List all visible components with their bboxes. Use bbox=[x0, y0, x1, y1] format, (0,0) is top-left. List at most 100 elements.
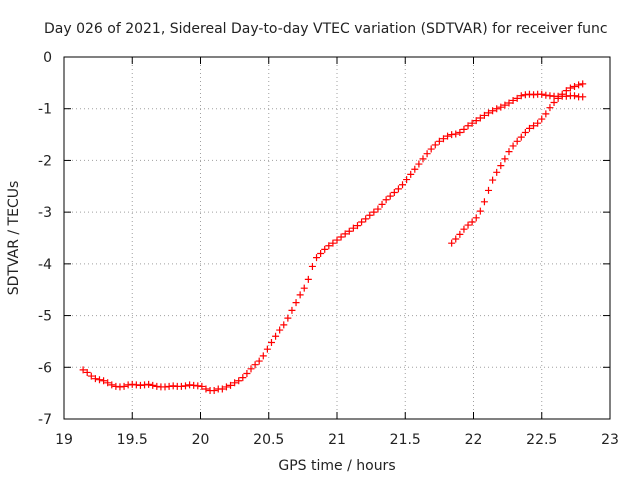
x-tick-label: 21 bbox=[328, 432, 346, 448]
data-point bbox=[497, 162, 505, 170]
data-point bbox=[83, 368, 91, 376]
data-point bbox=[579, 93, 587, 101]
data-point bbox=[276, 326, 284, 334]
data-point bbox=[366, 211, 374, 219]
data-point bbox=[218, 385, 226, 393]
data-point bbox=[493, 168, 501, 176]
data-point bbox=[439, 135, 447, 143]
data-point bbox=[415, 160, 423, 168]
data-point bbox=[255, 357, 263, 365]
data-point bbox=[337, 233, 345, 241]
plot-frame bbox=[63, 56, 611, 420]
data-point bbox=[558, 90, 566, 98]
data-point bbox=[435, 137, 443, 145]
data-point bbox=[87, 372, 95, 380]
data-point bbox=[427, 145, 435, 153]
data-point bbox=[300, 284, 308, 292]
data-point bbox=[525, 124, 533, 132]
data-point bbox=[231, 379, 239, 387]
data-point bbox=[374, 205, 382, 213]
data-point bbox=[521, 129, 529, 137]
data-point bbox=[362, 215, 370, 223]
data-point bbox=[313, 254, 321, 262]
data-point bbox=[243, 369, 251, 377]
data-point bbox=[222, 383, 230, 391]
data-point bbox=[501, 155, 509, 163]
data-point bbox=[505, 148, 513, 156]
data-point bbox=[403, 176, 411, 184]
y-tick-label: -4 bbox=[38, 257, 52, 273]
data-point bbox=[267, 338, 275, 346]
x-tick-label: 22.5 bbox=[526, 432, 557, 448]
data-point bbox=[308, 262, 316, 270]
data-point bbox=[509, 142, 517, 150]
y-tick-label: -2 bbox=[38, 153, 52, 169]
data-point bbox=[79, 366, 87, 374]
y-tick-label: 0 bbox=[43, 50, 52, 66]
data-point bbox=[382, 196, 390, 204]
series-0 bbox=[79, 90, 587, 395]
data-point bbox=[472, 117, 480, 125]
data-point bbox=[546, 104, 554, 112]
data-point bbox=[321, 245, 329, 253]
data-point bbox=[145, 380, 153, 388]
y-axis-label: SDTVAR / TECUs bbox=[6, 181, 22, 296]
y-tick-label: -3 bbox=[38, 205, 52, 221]
y-tick-label: -5 bbox=[38, 309, 52, 325]
data-point bbox=[431, 141, 439, 149]
data-point bbox=[423, 150, 431, 158]
data-point bbox=[489, 107, 497, 115]
y-tick-label: -6 bbox=[38, 360, 52, 376]
x-tick-label: 19 bbox=[55, 432, 73, 448]
data-point bbox=[317, 250, 325, 258]
data-point bbox=[304, 275, 312, 283]
x-axis-label: GPS time / hours bbox=[278, 458, 395, 474]
data-point bbox=[517, 92, 525, 100]
data-point bbox=[452, 130, 460, 138]
data-point bbox=[358, 218, 366, 226]
data-point bbox=[485, 109, 493, 117]
data-point bbox=[456, 230, 464, 238]
data-point bbox=[452, 235, 460, 243]
data-point bbox=[341, 230, 349, 238]
data-point bbox=[579, 80, 587, 88]
data-point bbox=[501, 101, 509, 109]
data-point bbox=[538, 115, 546, 123]
data-point bbox=[100, 377, 108, 385]
data-point bbox=[513, 137, 521, 145]
data-point bbox=[476, 114, 484, 122]
data-point bbox=[505, 99, 513, 107]
data-point bbox=[509, 96, 517, 104]
data-point bbox=[181, 382, 189, 390]
data-point bbox=[542, 110, 550, 118]
axis-ticks: 19 19.5 20 20.5 21 21.5 22 22.5 23 0 -1 -2 -3 -4 -5 -6 -… bbox=[38, 50, 619, 448]
data-point bbox=[345, 227, 353, 235]
data-point bbox=[272, 332, 280, 340]
data-point bbox=[485, 186, 493, 194]
data-point bbox=[259, 352, 267, 360]
data-point bbox=[468, 218, 476, 226]
data-point bbox=[104, 379, 112, 387]
data-point bbox=[333, 236, 341, 244]
data-point bbox=[566, 84, 574, 92]
data-point bbox=[210, 387, 218, 395]
data-point bbox=[91, 375, 99, 383]
data-point bbox=[468, 119, 476, 127]
data-point bbox=[407, 170, 415, 178]
data-point bbox=[227, 381, 235, 389]
data-point bbox=[460, 225, 468, 233]
data-point bbox=[571, 82, 579, 90]
data-point bbox=[513, 94, 521, 102]
x-tick-label: 22 bbox=[465, 432, 483, 448]
data-point bbox=[239, 374, 247, 382]
data-series bbox=[79, 80, 587, 395]
data-point bbox=[263, 345, 271, 353]
data-point bbox=[538, 90, 546, 98]
data-point bbox=[493, 105, 501, 113]
data-point bbox=[472, 214, 480, 222]
data-point bbox=[198, 382, 206, 390]
data-point bbox=[419, 155, 427, 163]
data-point bbox=[460, 125, 468, 133]
data-point bbox=[497, 103, 505, 111]
data-point bbox=[489, 176, 497, 184]
